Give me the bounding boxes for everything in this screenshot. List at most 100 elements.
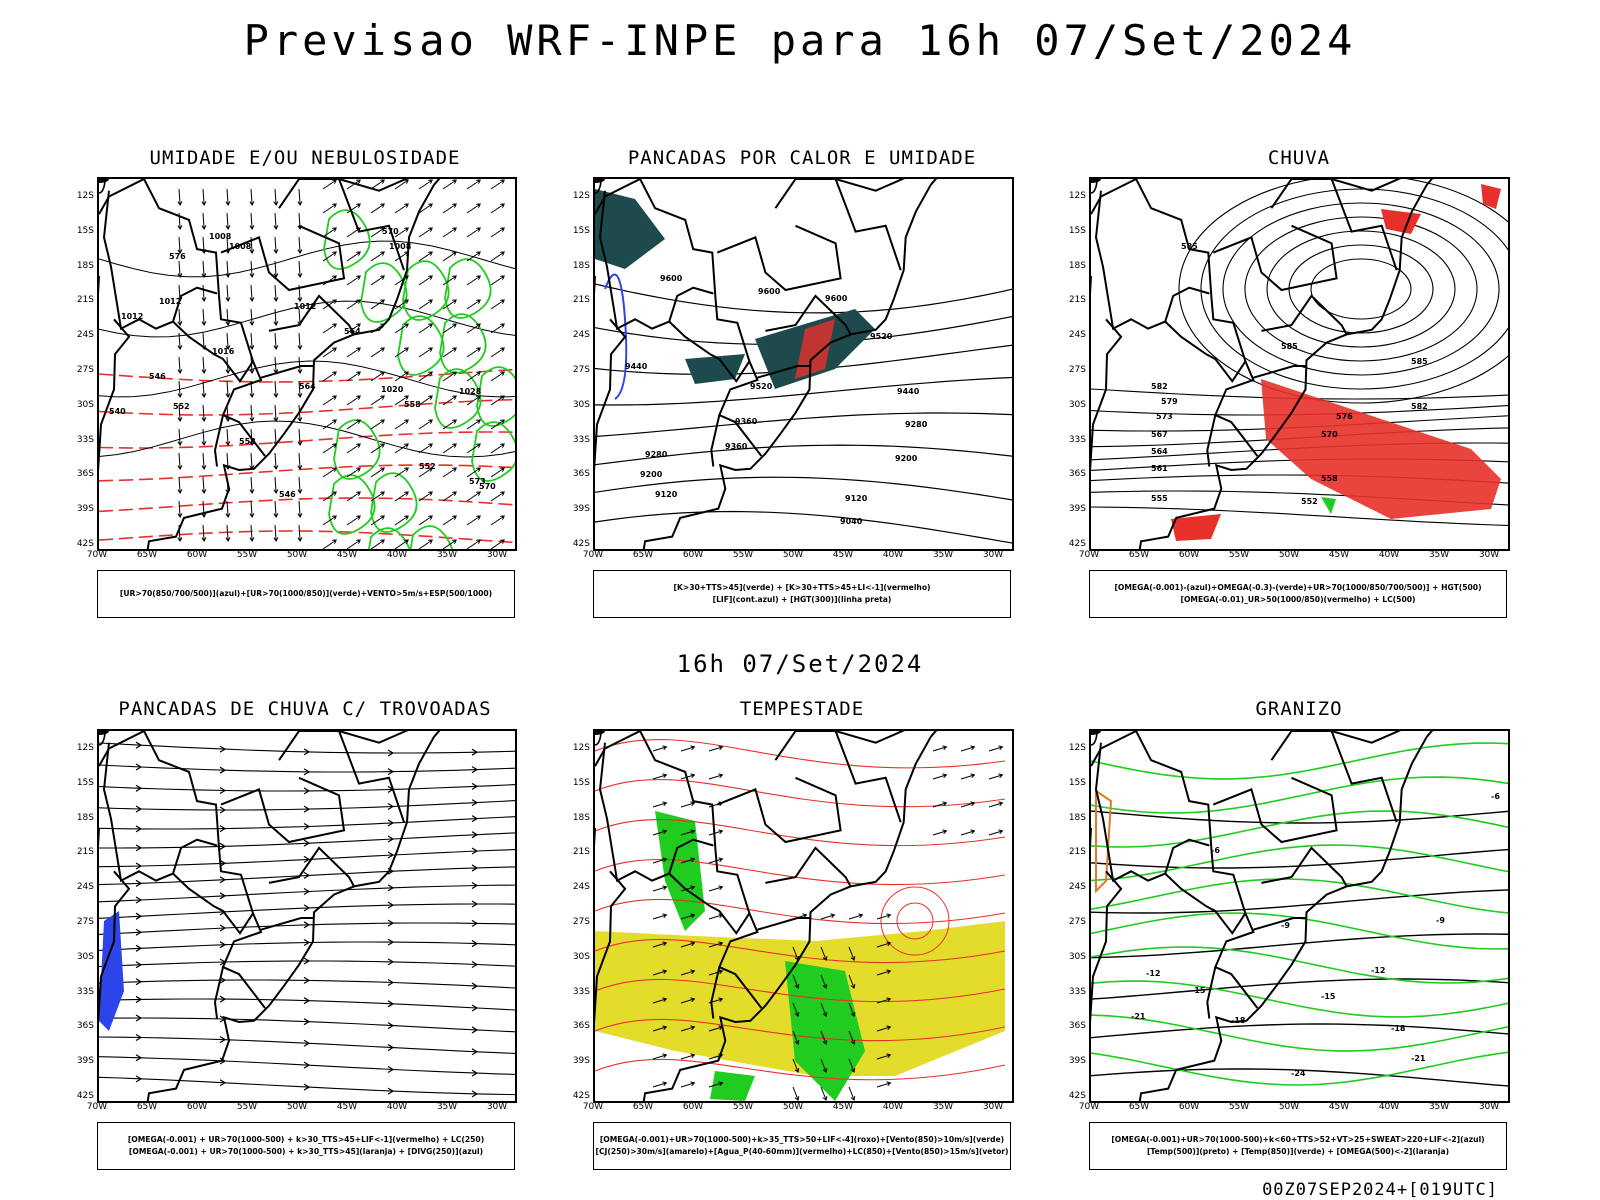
contour-label: 558 xyxy=(1321,474,1338,483)
panel-title-pancadas_trovoadas: PANCADAS DE CHUVA C/ TROVOADAS xyxy=(118,698,492,720)
streamline-arrowhead xyxy=(471,799,479,807)
streamline-arrowhead xyxy=(471,1090,479,1098)
wind-vector xyxy=(298,452,301,470)
country-border xyxy=(1261,294,1348,335)
wind-vector xyxy=(466,395,481,406)
country-border xyxy=(1253,917,1306,931)
country-border xyxy=(1091,870,1123,1024)
wind-vector xyxy=(442,179,457,190)
wind-vector xyxy=(442,371,457,382)
wind-vector-head xyxy=(850,1068,856,1073)
contour-label: 9600 xyxy=(660,274,683,283)
wind-vector xyxy=(346,275,361,286)
legend-line: [OMEGA(-0.001)-(azul)+OMEGA(-0.3)-(verde… xyxy=(1114,583,1482,592)
lat-tick-label: 21S xyxy=(572,295,590,306)
lon-tick-label: 55W xyxy=(236,550,258,560)
contour-label: 1012 xyxy=(294,302,316,311)
wind-vector-head xyxy=(249,225,255,230)
lat-tick-label: 24S xyxy=(1068,882,1086,893)
lat-tick-label: 30S xyxy=(1068,951,1086,962)
country-border xyxy=(757,917,810,931)
lon-tick-label: 65W xyxy=(136,550,158,560)
streamline-arrowhead xyxy=(303,1018,311,1026)
lat-tick-label: 24S xyxy=(76,882,94,893)
temp500-contour xyxy=(1091,848,1508,869)
streamline xyxy=(99,1036,515,1054)
wind-vector-head xyxy=(662,969,668,975)
lon-tick-label: 35W xyxy=(1428,550,1450,560)
wind-vector xyxy=(652,942,667,948)
wind-vector xyxy=(876,970,891,976)
country-border xyxy=(835,179,906,192)
lon-tick-label: 65W xyxy=(1128,1102,1150,1112)
wind-vector-head xyxy=(177,273,183,278)
legend-line: [UR>70(850/700/500)](azul)+[UR>70(1000/8… xyxy=(119,589,493,598)
streamline-arrowhead xyxy=(303,855,311,863)
wind-vector-head xyxy=(476,371,482,376)
wind-vector-head xyxy=(201,201,207,206)
wind-vector-head xyxy=(356,275,362,280)
wind-vector xyxy=(298,524,301,542)
wind-vector-head xyxy=(201,513,207,518)
lon-tick-label: 35W xyxy=(436,550,458,560)
wind-vector-head xyxy=(998,745,1004,751)
wind-vector xyxy=(466,227,481,238)
streamline-arrowhead xyxy=(471,815,479,823)
lat-tick-label: 18S xyxy=(1068,260,1086,271)
wind-vector-head xyxy=(225,393,231,398)
wind-vector-head xyxy=(201,465,207,470)
wind-vector-head xyxy=(177,417,183,422)
country-border xyxy=(99,870,131,1024)
streamline-red xyxy=(880,886,950,956)
wind-vector xyxy=(394,251,409,262)
wind-vector-head xyxy=(662,941,668,947)
contour-label: -12 xyxy=(1371,966,1385,975)
map-pancadas_calor: 9600 9600 9600 9520 9520 9440 9440 9360 9360 9280… xyxy=(593,177,1014,551)
wind-vector xyxy=(322,443,337,454)
wind-vector xyxy=(490,419,505,430)
wind-vector-head xyxy=(794,1068,800,1073)
humidity-contour-green xyxy=(434,368,482,429)
wind-vector xyxy=(202,476,205,494)
wind-vector xyxy=(514,308,515,309)
humidity-contour-green xyxy=(323,209,371,270)
contour-label: 9360 xyxy=(725,442,748,451)
country-border xyxy=(668,872,751,935)
temp500-contour xyxy=(1091,978,1508,1000)
streamline-arrowhead xyxy=(303,871,311,879)
wind-vector-head xyxy=(404,371,410,376)
wind-vector xyxy=(274,212,277,230)
wind-vector xyxy=(442,275,457,286)
contour-label: 9040 xyxy=(840,517,863,526)
wind-vector xyxy=(202,428,205,446)
rain-area-red xyxy=(1261,379,1501,519)
wind-vector xyxy=(490,275,505,286)
coastline-east xyxy=(642,731,938,1101)
wind-vector-head xyxy=(476,539,482,544)
wind-vector-head xyxy=(332,371,338,376)
wind-vector-head xyxy=(356,179,362,184)
wind-vector-head xyxy=(249,489,255,494)
wind-vector-head xyxy=(970,773,976,779)
country-border xyxy=(338,179,409,192)
lon-tick-label: 35W xyxy=(932,1102,954,1112)
streamline-arrowhead xyxy=(135,912,143,920)
coastline-east xyxy=(1138,179,1434,549)
country-border xyxy=(710,414,721,467)
wind-vector xyxy=(322,299,337,310)
wind-vector xyxy=(298,332,301,350)
streamline-arrowhead xyxy=(219,859,227,867)
hgt300-contour xyxy=(595,376,1012,406)
wind-vector-head xyxy=(476,395,482,400)
wind-vector xyxy=(490,323,505,334)
wind-vector xyxy=(274,356,277,374)
wind-vector-head xyxy=(662,857,668,863)
contour-label: 558 xyxy=(404,400,421,409)
wind-vector xyxy=(226,524,229,542)
wind-vector-head xyxy=(225,225,231,230)
lon-tick-label: 55W xyxy=(1228,550,1250,560)
wind-vector-head xyxy=(273,225,279,230)
isobar xyxy=(99,420,515,458)
wind-vector-head xyxy=(690,885,696,891)
lon-tick-label: 70W xyxy=(86,550,108,560)
